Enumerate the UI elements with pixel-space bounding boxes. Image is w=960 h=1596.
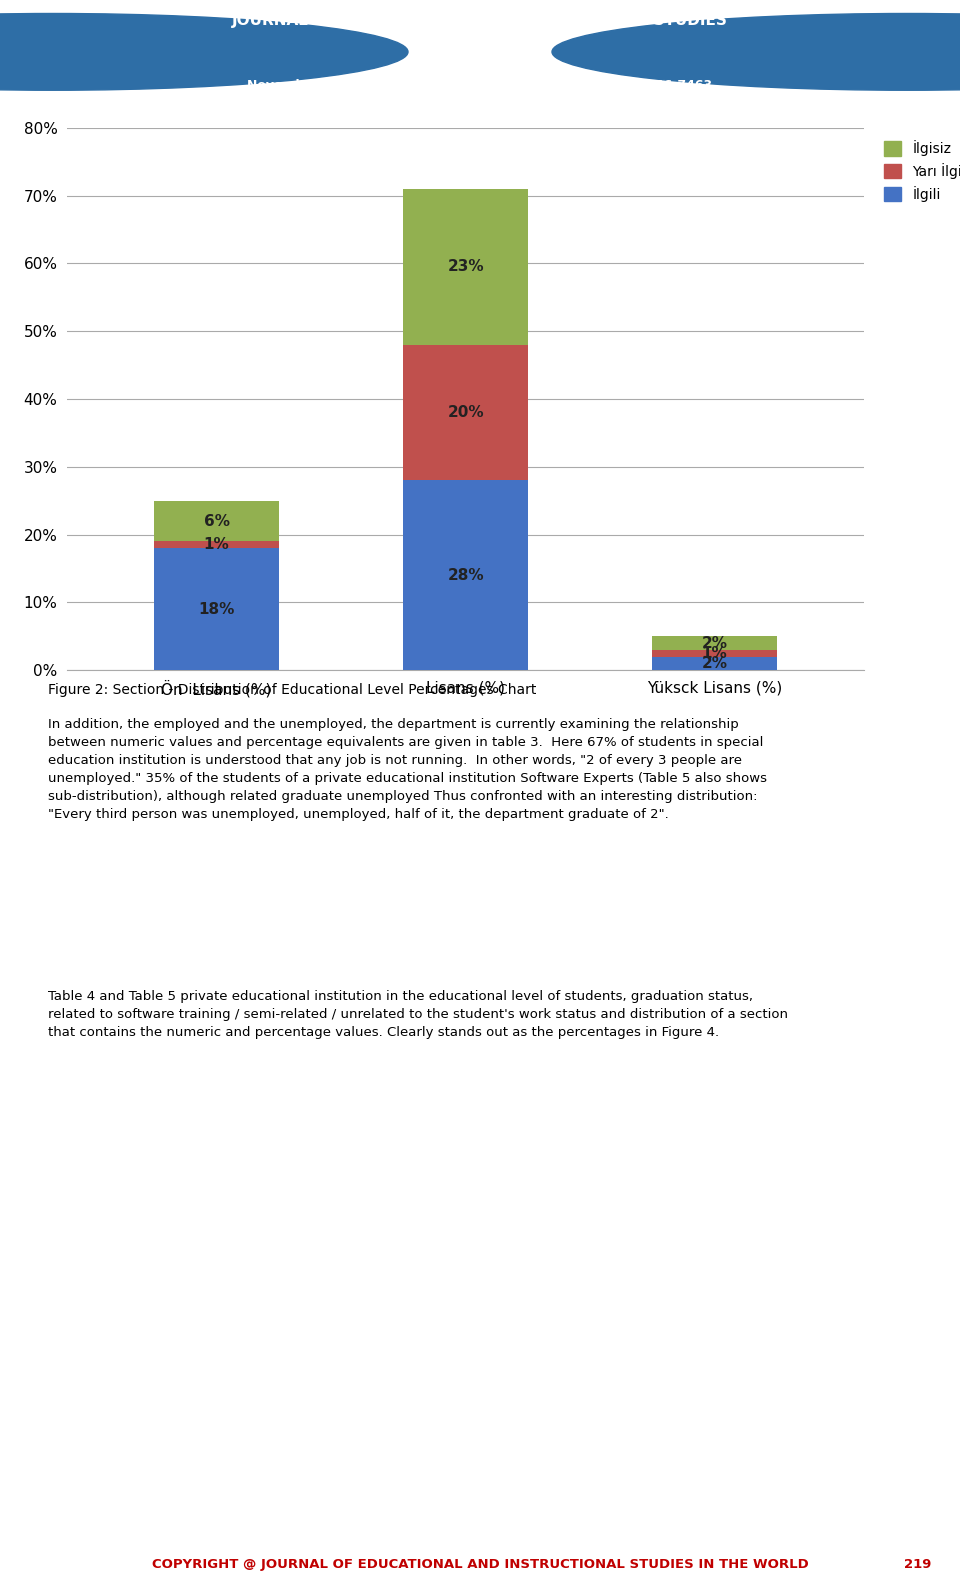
Circle shape xyxy=(552,13,960,91)
Text: 18%: 18% xyxy=(199,602,235,616)
Bar xyxy=(155,549,278,670)
Bar xyxy=(653,650,777,658)
Text: 2%: 2% xyxy=(702,635,728,651)
Bar xyxy=(653,637,777,650)
Bar xyxy=(155,541,278,549)
Text: 219: 219 xyxy=(903,1558,931,1570)
Bar xyxy=(155,501,278,541)
Text: November 2012,  Volume: 2  Issue: 4  Article: 25  ISSN: 2146-7463: November 2012, Volume: 2 Issue: 4 Articl… xyxy=(248,78,712,91)
Circle shape xyxy=(0,13,408,91)
Text: Figure 2: Section - Distribution of Educational Level Percentages Chart: Figure 2: Section - Distribution of Educ… xyxy=(48,683,537,697)
Legend: İlgisiz, Yarı İlgili, İlgili: İlgisiz, Yarı İlgili, İlgili xyxy=(879,134,960,207)
Circle shape xyxy=(523,10,960,93)
Text: 1%: 1% xyxy=(204,538,229,552)
Text: JOURNAL OF EDUCATIONAL AND INSTRUCTIONAL STUDIES: JOURNAL OF EDUCATIONAL AND INSTRUCTIONAL… xyxy=(232,13,728,29)
Text: 23%: 23% xyxy=(447,259,484,275)
Text: 28%: 28% xyxy=(447,568,484,583)
Text: In addition, the employed and the unemployed, the department is currently examin: In addition, the employed and the unempl… xyxy=(48,718,767,822)
Circle shape xyxy=(0,10,437,93)
Bar xyxy=(403,480,528,670)
Text: IN THE WORLD: IN THE WORLD xyxy=(417,45,543,59)
Text: Table 4 and Table 5 private educational institution in the educational level of : Table 4 and Table 5 private educational … xyxy=(48,990,788,1039)
Text: 20%: 20% xyxy=(447,405,484,420)
Bar xyxy=(403,188,528,345)
Text: COPYRIGHT @ JOURNAL OF EDUCATIONAL AND INSTRUCTIONAL STUDIES IN THE WORLD: COPYRIGHT @ JOURNAL OF EDUCATIONAL AND I… xyxy=(152,1558,808,1570)
Text: 6%: 6% xyxy=(204,514,229,528)
Bar xyxy=(403,345,528,480)
Bar xyxy=(653,658,777,670)
Text: 1%: 1% xyxy=(702,646,728,661)
Text: 2%: 2% xyxy=(702,656,728,670)
